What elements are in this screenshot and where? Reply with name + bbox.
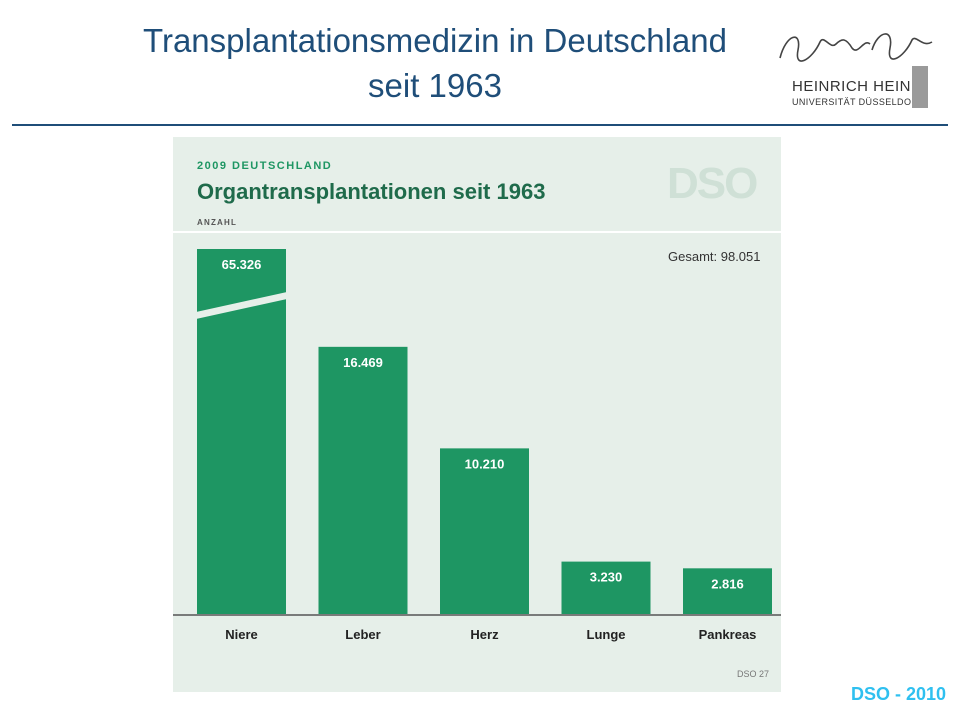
y-axis-label: ANZAHL — [197, 218, 238, 227]
header-separator — [173, 231, 781, 233]
category-label: Lunge — [587, 627, 626, 642]
category-label: Herz — [470, 627, 499, 642]
chart-title: Organtransplantationen seit 1963 — [197, 179, 546, 204]
logo-university: UNIVERSITÄT DÜSSELDORF — [792, 97, 925, 107]
bar-leber — [318, 346, 408, 614]
axis-break-mark — [196, 292, 287, 319]
university-logo: HEINRICH HEINE UNIVERSITÄT DÜSSELDORF — [772, 20, 940, 110]
category-label: Niere — [225, 627, 258, 642]
signature-logo-icon — [779, 33, 933, 62]
logo-box — [912, 66, 928, 108]
dso-watermark-logo: DSO — [667, 159, 758, 208]
chart-panel: 2009 DEUTSCHLAND Organtransplantationen … — [173, 137, 781, 692]
title-rule — [12, 124, 948, 126]
bar-lunge — [561, 561, 651, 614]
category-label: Leber — [345, 627, 380, 642]
category-label: Pankreas — [699, 627, 757, 642]
chart-kicker: 2009 DEUTSCHLAND — [197, 160, 333, 172]
bar-value-label: 65.326 — [222, 257, 262, 272]
bar-herz — [440, 448, 529, 614]
bar-value-label: 16.469 — [343, 355, 383, 370]
footer-source: DSO - 2010 — [850, 684, 946, 704]
total-label: Gesamt: 98.051 — [668, 249, 761, 264]
source-tag: DSO 27 — [737, 669, 770, 679]
logo-name: HEINRICH HEINE — [792, 78, 922, 95]
slide-title: Transplantationsmedizin in Deutschland s… — [60, 18, 810, 108]
bar-chart: 65.326 Niere 16.469 Leber 10.210 Herz 3.230 Lun… — [173, 249, 781, 642]
slide-title-line-1: Transplantationsmedizin in Deutschland — [143, 22, 727, 59]
bar-pankreas — [683, 568, 772, 614]
slide-title-line-2: seit 1963 — [368, 67, 502, 104]
bar-value-label: 10.210 — [465, 456, 505, 471]
bar-value-label: 2.816 — [711, 576, 744, 591]
bar-value-label: 3.230 — [590, 570, 623, 585]
